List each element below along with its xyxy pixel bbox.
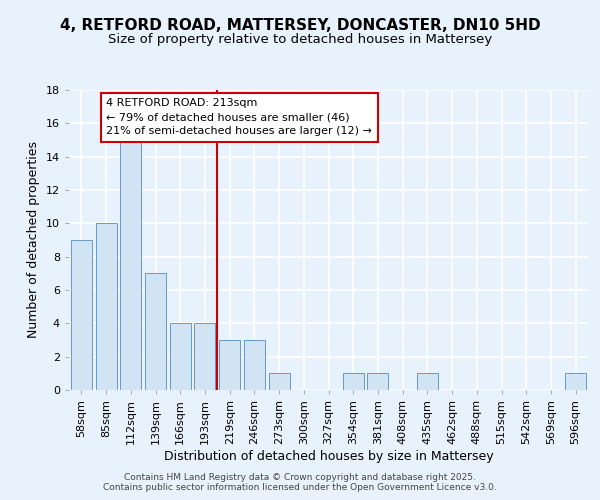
Text: Contains HM Land Registry data © Crown copyright and database right 2025.
Contai: Contains HM Land Registry data © Crown c… [103, 473, 497, 492]
Bar [145, 274, 166, 390]
Bar [417, 374, 438, 390]
Bar [343, 374, 364, 390]
Bar [565, 374, 586, 390]
Bar [170, 324, 191, 390]
Text: Size of property relative to detached houses in Mattersey: Size of property relative to detached ho… [108, 32, 492, 46]
Bar [269, 374, 290, 390]
Bar [194, 324, 215, 390]
X-axis label: Distribution of detached houses by size in Mattersey: Distribution of detached houses by size … [164, 450, 493, 462]
Bar [367, 374, 388, 390]
Bar [219, 340, 240, 390]
Text: 4, RETFORD ROAD, MATTERSEY, DONCASTER, DN10 5HD: 4, RETFORD ROAD, MATTERSEY, DONCASTER, D… [59, 18, 541, 32]
Bar [120, 140, 141, 390]
Bar [244, 340, 265, 390]
Bar [95, 224, 116, 390]
Text: 4 RETFORD ROAD: 213sqm
← 79% of detached houses are smaller (46)
21% of semi-det: 4 RETFORD ROAD: 213sqm ← 79% of detached… [106, 98, 372, 136]
Bar [71, 240, 92, 390]
Y-axis label: Number of detached properties: Number of detached properties [27, 142, 40, 338]
